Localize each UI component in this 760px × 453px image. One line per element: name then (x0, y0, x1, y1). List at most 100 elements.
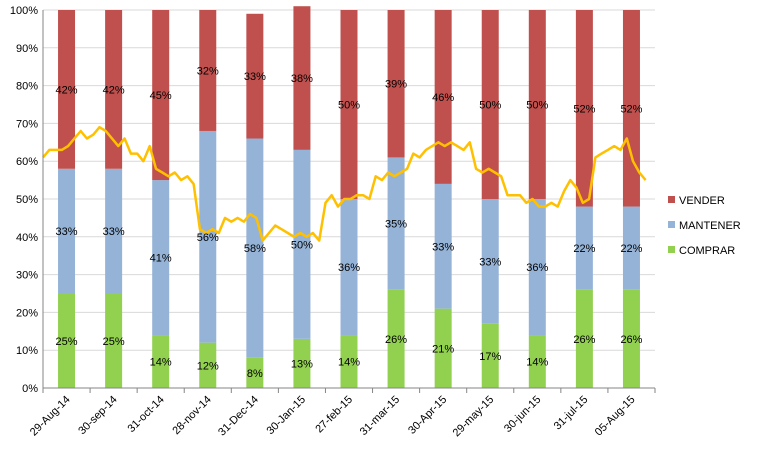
y-tick-label: 20% (16, 307, 38, 319)
data-label-mantener: 22% (620, 243, 642, 255)
x-tick-label: 30-Jan-15 (265, 394, 309, 438)
data-label-vender: 50% (479, 100, 501, 112)
bar-vender-05-Aug-15 (622, 10, 640, 207)
bar-comprar-31-Dec-14 (246, 357, 264, 388)
data-label-vender: 42% (103, 84, 125, 96)
bar-mantener-28-nov-14 (199, 130, 217, 343)
bar-comprar-30-Jan-15 (293, 338, 311, 388)
data-label-mantener: 36% (526, 262, 548, 274)
y-tick-label: 40% (16, 232, 38, 244)
data-label-vender: 52% (620, 103, 642, 115)
data-label-vender: 42% (56, 84, 78, 96)
x-tick-label: 31-Dec-14 (216, 394, 261, 439)
data-label-vender: 39% (385, 79, 407, 91)
x-tick-label: 30-jun-15 (502, 394, 543, 435)
data-label-comprar: 26% (385, 334, 407, 346)
legend: VENDER MANTENER COMPRAR (668, 195, 741, 257)
data-labels: 25% 25% 14% 12% 8% 13% 14% 26% 21% 17% 14% 26% 26% 33… (56, 65, 643, 379)
bar-comprar-28-nov-14 (199, 342, 217, 388)
bar-vender-28-nov-14 (199, 10, 217, 131)
bar-mantener-27-feb-15 (340, 199, 358, 336)
data-label-comprar: 14% (150, 357, 172, 369)
data-label-mantener: 33% (103, 226, 125, 238)
x-tick-label: 31-jul-15 (552, 394, 591, 433)
x-tick-label: 27-feb-15 (313, 394, 355, 436)
overlay-line-layer (42, 125, 647, 242)
data-label-comprar: 26% (573, 334, 595, 346)
data-label-vender: 38% (291, 73, 313, 85)
y-tick-label: 100% (10, 5, 38, 17)
legend-swatch-comprar (668, 246, 675, 253)
y-tick-label: 0% (22, 383, 38, 395)
data-label-mantener: 35% (385, 219, 407, 231)
y-tick-label: 70% (16, 118, 38, 130)
y-tick-label: 80% (16, 81, 38, 93)
data-label-mantener: 33% (479, 256, 501, 268)
bar-mantener-31-mar-15 (387, 157, 405, 290)
legend-swatch-mantener (668, 221, 675, 228)
bar-comprar-31-mar-15 (387, 289, 405, 388)
data-label-comprar: 8% (247, 368, 263, 380)
data-label-comprar: 25% (103, 336, 125, 348)
bar-mantener-30-sep-14 (105, 168, 123, 294)
overlay-line (42, 125, 647, 242)
bar-mantener-31-jul-15 (575, 206, 593, 290)
x-tick-label: 31-oct-14 (125, 394, 166, 435)
data-label-mantener: 58% (244, 243, 266, 255)
bar-mantener-30-Jan-15 (293, 149, 311, 339)
bar-series (58, 6, 640, 388)
bar-mantener-30-jun-15 (528, 199, 546, 336)
bar-comprar-30-jun-15 (528, 335, 546, 388)
x-tick-label: 29-Aug-14 (28, 394, 73, 439)
bar-vender-31-mar-15 (387, 10, 405, 158)
x-tick-label: 29-may-15 (451, 394, 497, 440)
data-label-comprar: 25% (56, 336, 78, 348)
bar-comprar-31-jul-15 (575, 289, 593, 388)
data-label-comprar: 13% (291, 358, 313, 370)
bar-vender-27-feb-15 (340, 10, 358, 199)
y-tick-label: 10% (16, 345, 38, 357)
bar-mantener-29-may-15 (481, 199, 499, 324)
data-label-vender: 52% (573, 103, 595, 115)
data-label-vender: 50% (338, 100, 360, 112)
bar-vender-30-jun-15 (528, 10, 546, 199)
x-tick-label: 30-sep-14 (76, 394, 120, 438)
data-label-vender: 32% (197, 65, 219, 77)
x-tick-label: 31-mar-15 (358, 394, 402, 438)
bar-mantener-30-Apr-15 (434, 183, 452, 309)
bar-vender-31-jul-15 (575, 10, 593, 207)
data-label-comprar: 21% (432, 343, 454, 355)
bar-vender-30-sep-14 (105, 10, 123, 169)
data-label-vender: 45% (150, 90, 172, 102)
bar-comprar-30-sep-14 (105, 293, 123, 388)
x-tick-label: 30-Apr-15 (406, 394, 449, 437)
bar-vender-31-Dec-14 (246, 13, 264, 139)
bar-mantener-29-Aug-14 (58, 168, 76, 294)
bar-vender-29-Aug-14 (58, 10, 76, 169)
bar-mantener-31-oct-14 (152, 180, 170, 336)
data-label-vender: 50% (526, 100, 548, 112)
bar-mantener-31-Dec-14 (246, 138, 264, 358)
data-label-mantener: 56% (197, 232, 219, 244)
bar-comprar-30-Apr-15 (434, 308, 452, 388)
data-label-comprar: 14% (338, 357, 360, 369)
legend-label-comprar: COMPRAR (679, 245, 735, 257)
x-tick-label: 28-nov-14 (170, 394, 214, 438)
y-tick-label: 90% (16, 43, 38, 55)
legend-label-mantener: MANTENER (679, 220, 741, 232)
bar-vender-30-Jan-15 (293, 6, 311, 150)
data-label-mantener: 41% (150, 253, 172, 265)
bar-mantener-05-Aug-15 (622, 206, 640, 290)
data-label-mantener: 22% (573, 243, 595, 255)
bar-comprar-05-Aug-15 (622, 289, 640, 388)
axes (42, 10, 656, 393)
y-tick-label: 50% (16, 194, 38, 206)
bar-comprar-29-Aug-14 (58, 293, 76, 388)
legend-label-vender: VENDER (679, 195, 725, 207)
x-tick-label: 05-Aug-15 (593, 394, 638, 439)
data-label-comprar: 12% (197, 360, 219, 372)
y-axis-tick-labels: 0% 10% 20% 30% 40% 50% 60% 70% 80% 90% 100% (10, 5, 38, 395)
data-label-vender: 33% (244, 71, 266, 83)
bar-vender-29-may-15 (481, 10, 499, 199)
legend-swatch-vender (668, 196, 675, 203)
